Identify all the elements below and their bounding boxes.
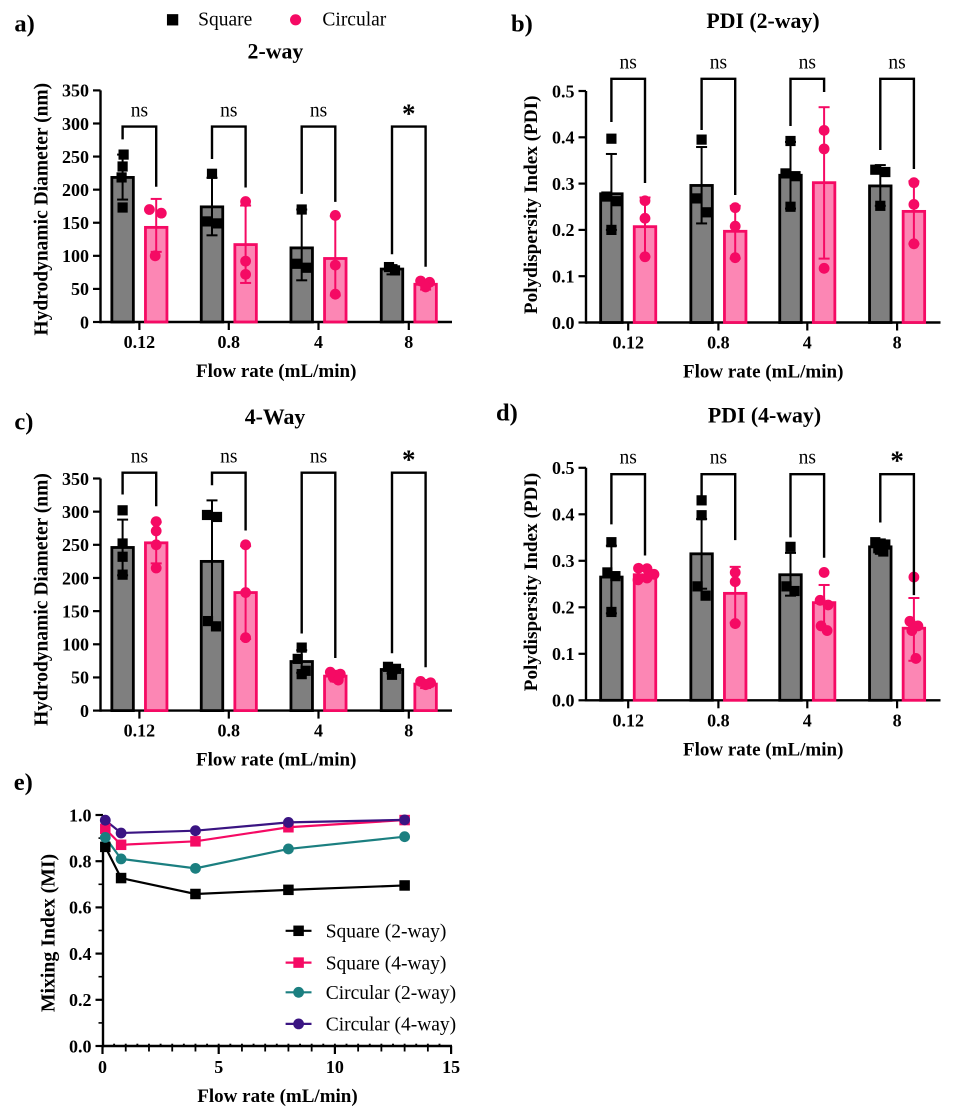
svg-text:100: 100 xyxy=(62,246,89,266)
svg-text:Hydrodynamic Diameter (nm): Hydrodynamic Diameter (nm) xyxy=(32,473,53,726)
svg-text:ns: ns xyxy=(888,53,905,74)
svg-text:Flow rate (mL/min): Flow rate (mL/min) xyxy=(683,739,843,760)
svg-text:Flow rate (mL/min): Flow rate (mL/min) xyxy=(197,1086,357,1107)
svg-text:0: 0 xyxy=(80,312,89,332)
svg-text:250: 250 xyxy=(62,147,89,167)
svg-text:Flow rate (mL/min): Flow rate (mL/min) xyxy=(196,750,356,771)
svg-text:50: 50 xyxy=(71,668,89,688)
svg-text:4: 4 xyxy=(803,333,812,353)
svg-text:200: 200 xyxy=(62,568,89,588)
svg-text:ns: ns xyxy=(799,448,816,469)
svg-text:0.0: 0.0 xyxy=(552,313,575,333)
svg-text:0.6: 0.6 xyxy=(69,898,92,918)
svg-text:150: 150 xyxy=(62,601,89,621)
svg-text:250: 250 xyxy=(62,535,89,555)
svg-text:0.3: 0.3 xyxy=(552,551,575,571)
svg-text:0.0: 0.0 xyxy=(69,1036,92,1056)
svg-text:c): c) xyxy=(14,409,33,436)
svg-text:0.8: 0.8 xyxy=(218,332,241,352)
svg-text:0.12: 0.12 xyxy=(612,710,644,730)
svg-text:0: 0 xyxy=(80,701,89,721)
svg-text:0.2: 0.2 xyxy=(552,220,575,240)
svg-text:ns: ns xyxy=(620,53,637,74)
svg-text:4: 4 xyxy=(314,721,323,741)
svg-text:0.3: 0.3 xyxy=(552,174,575,194)
svg-text:PDI (4-way): PDI (4-way) xyxy=(708,404,821,428)
svg-text:4: 4 xyxy=(803,710,812,730)
svg-text:ns: ns xyxy=(131,101,148,122)
svg-text:100: 100 xyxy=(62,635,89,655)
svg-text:200: 200 xyxy=(62,180,89,200)
svg-text:4-Way: 4-Way xyxy=(245,405,306,429)
svg-text:0.12: 0.12 xyxy=(124,721,156,741)
svg-text:0.5: 0.5 xyxy=(552,458,575,478)
svg-text:Flow rate (mL/min): Flow rate (mL/min) xyxy=(196,361,356,382)
svg-text:300: 300 xyxy=(62,502,89,522)
svg-text:*: * xyxy=(402,445,416,475)
svg-text:5: 5 xyxy=(214,1057,223,1077)
svg-text:0: 0 xyxy=(98,1057,107,1077)
svg-text:0.8: 0.8 xyxy=(69,852,92,872)
svg-text:Circular: Circular xyxy=(322,9,386,30)
svg-text:2-way: 2-way xyxy=(248,40,304,64)
svg-text:0.1: 0.1 xyxy=(552,267,575,287)
svg-text:0.5: 0.5 xyxy=(552,81,575,101)
svg-text:ns: ns xyxy=(131,447,148,468)
svg-text:0.4: 0.4 xyxy=(69,944,92,964)
svg-text:ns: ns xyxy=(710,448,727,469)
svg-text:350: 350 xyxy=(62,469,89,489)
svg-text:ns: ns xyxy=(310,101,327,122)
svg-text:0.2: 0.2 xyxy=(69,990,92,1010)
svg-text:0.2: 0.2 xyxy=(552,598,575,618)
svg-text:Polydispersity Index (PDI): Polydispersity Index (PDI) xyxy=(521,96,542,315)
svg-text:Hydrodynamic Diameter (nm): Hydrodynamic Diameter (nm) xyxy=(32,83,53,336)
svg-text:ns: ns xyxy=(620,448,637,469)
svg-text:50: 50 xyxy=(71,279,89,299)
svg-text:Mixing Index (MI): Mixing Index (MI) xyxy=(38,854,60,1012)
svg-text:a): a) xyxy=(14,10,34,37)
svg-text:0.1: 0.1 xyxy=(552,644,575,664)
svg-text:d): d) xyxy=(496,400,518,427)
svg-text:10: 10 xyxy=(326,1057,344,1077)
svg-text:4: 4 xyxy=(314,332,323,352)
svg-text:Flow rate (mL/min): Flow rate (mL/min) xyxy=(683,362,843,383)
svg-text:1.0: 1.0 xyxy=(69,805,92,825)
svg-text:15: 15 xyxy=(442,1057,460,1077)
svg-text:8: 8 xyxy=(404,332,413,352)
svg-text:8: 8 xyxy=(893,333,902,353)
svg-text:Circular (4-way): Circular (4-way) xyxy=(326,1015,456,1036)
svg-text:ns: ns xyxy=(220,101,237,122)
svg-text:*: * xyxy=(402,99,416,129)
svg-text:b): b) xyxy=(511,11,533,38)
svg-text:350: 350 xyxy=(62,81,89,101)
svg-text:0.4: 0.4 xyxy=(552,505,575,525)
svg-text:0.4: 0.4 xyxy=(552,128,575,148)
svg-text:Square (4-way): Square (4-way) xyxy=(326,953,447,974)
svg-text:0.8: 0.8 xyxy=(218,721,241,741)
svg-text:0.12: 0.12 xyxy=(612,333,644,353)
svg-text:ns: ns xyxy=(220,447,237,468)
svg-text:0.0: 0.0 xyxy=(552,691,575,711)
svg-text:Polydispersity Index (PDI): Polydispersity Index (PDI) xyxy=(521,473,542,692)
svg-text:8: 8 xyxy=(893,710,902,730)
svg-text:300: 300 xyxy=(62,114,89,134)
svg-text:ns: ns xyxy=(710,53,727,74)
svg-text:PDI (2-way): PDI (2-way) xyxy=(706,9,819,33)
svg-text:0.8: 0.8 xyxy=(707,333,730,353)
svg-text:150: 150 xyxy=(62,213,89,233)
svg-text:0.8: 0.8 xyxy=(707,710,730,730)
svg-text:Square (2-way): Square (2-way) xyxy=(326,922,447,943)
svg-text:ns: ns xyxy=(310,447,327,468)
svg-text:Circular (2-way): Circular (2-way) xyxy=(326,983,456,1004)
svg-text:0.12: 0.12 xyxy=(124,332,156,352)
svg-text:*: * xyxy=(890,446,904,476)
svg-text:Square: Square xyxy=(198,9,252,30)
svg-text:e): e) xyxy=(14,769,33,796)
svg-text:ns: ns xyxy=(799,53,816,74)
svg-text:8: 8 xyxy=(404,721,413,741)
